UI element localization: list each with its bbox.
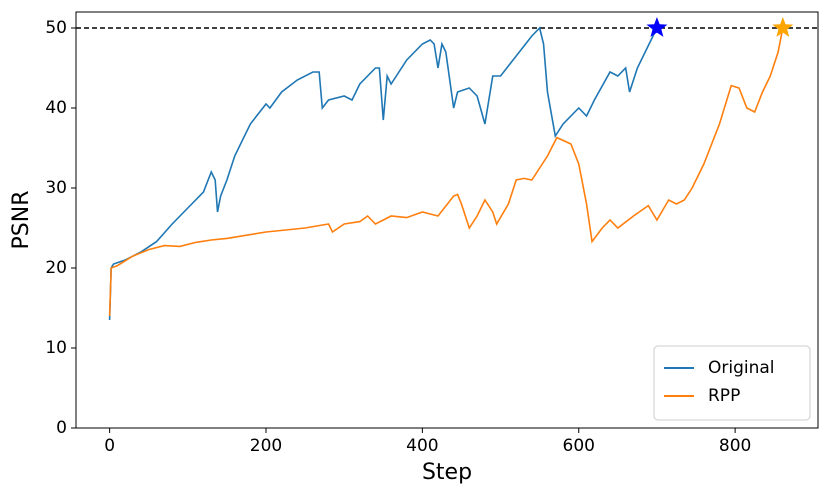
series-line <box>108 26 658 321</box>
legend-box <box>653 345 811 421</box>
y-tick-label: 50 <box>45 18 67 38</box>
end-marker <box>646 17 668 37</box>
legend-label: RPP <box>708 386 740 406</box>
x-tick-label: 200 <box>250 436 282 456</box>
end-marker <box>772 17 794 37</box>
x-axis-label: Step <box>422 460 472 485</box>
y-tick-label: 10 <box>45 338 67 358</box>
y-tick-label: 0 <box>56 418 67 438</box>
legend: Original RPP <box>653 345 811 421</box>
x-tick-label: 0 <box>104 436 115 456</box>
y-tick-label: 20 <box>45 258 67 278</box>
x-tick-label: 400 <box>406 436 438 456</box>
y-axis-label: PSNR <box>9 191 34 250</box>
series-line <box>108 27 784 317</box>
x-tick-label: 800 <box>719 436 751 456</box>
y-tick-label: 40 <box>45 98 67 118</box>
plot-frame <box>75 11 819 429</box>
legend-label: Original <box>708 358 775 378</box>
x-tick-label: 600 <box>563 436 595 456</box>
y-tick-label: 30 <box>45 178 67 198</box>
